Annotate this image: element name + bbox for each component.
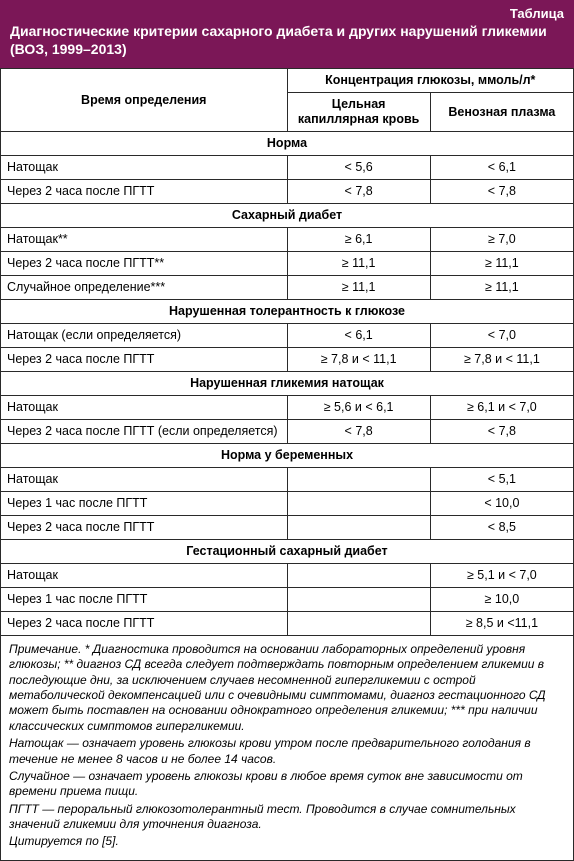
section-header-row: Гестационный сахарный диабет: [1, 540, 574, 564]
col-venous-header: Венозная плазма: [430, 93, 573, 132]
cell-time: Натощак: [1, 468, 288, 492]
cell-venous: ≥ 10,0: [430, 588, 573, 612]
cell-venous: < 7,8: [430, 180, 573, 204]
table-row: Натощак≥ 5,6 и < 6,1≥ 6,1 и < 7,0: [1, 396, 574, 420]
table-title: Диагностические критерии сахарного диабе…: [10, 23, 564, 58]
table-footnote: Примечание. * Диагностика проводится на …: [0, 636, 574, 861]
footnote-line: Натощак — означает уровень глюкозы крови…: [9, 736, 565, 767]
cell-capillary: [287, 516, 430, 540]
section-header-row: Норма: [1, 132, 574, 156]
cell-capillary: < 7,8: [287, 180, 430, 204]
cell-time: Натощак: [1, 564, 288, 588]
table-row: Через 2 часа после ПГТТ< 7,8< 7,8: [1, 180, 574, 204]
cell-capillary: [287, 492, 430, 516]
section-header-row: Сахарный диабет: [1, 204, 574, 228]
cell-venous: ≥ 7,0: [430, 228, 573, 252]
cell-capillary: ≥ 11,1: [287, 252, 430, 276]
cell-time: Через 2 часа после ПГТТ: [1, 180, 288, 204]
table-row: Через 2 часа после ПГТТ≥ 7,8 и < 11,1≥ 7…: [1, 348, 574, 372]
cell-time: Через 2 часа после ПГТТ: [1, 348, 288, 372]
section-title: Норма: [1, 132, 574, 156]
cell-venous: ≥ 11,1: [430, 252, 573, 276]
table-row: Натощак < 5,1: [1, 468, 574, 492]
cell-time: Через 1 час после ПГТТ: [1, 588, 288, 612]
cell-capillary: < 5,6: [287, 156, 430, 180]
cell-capillary: [287, 468, 430, 492]
cell-time: Натощак**: [1, 228, 288, 252]
cell-time: Натощак: [1, 156, 288, 180]
cell-time: Через 2 часа после ПГТТ**: [1, 252, 288, 276]
cell-capillary: ≥ 5,6 и < 6,1: [287, 396, 430, 420]
table-row: Через 1 час после ПГТТ ≥ 10,0: [1, 588, 574, 612]
cell-time: Через 2 часа после ПГТТ (если определяет…: [1, 420, 288, 444]
section-title: Сахарный диабет: [1, 204, 574, 228]
section-header-row: Нарушенная толерантность к глюкозе: [1, 300, 574, 324]
table-row: Через 2 часа после ПГТТ (если определяет…: [1, 420, 574, 444]
cell-capillary: ≥ 11,1: [287, 276, 430, 300]
cell-capillary: [287, 612, 430, 636]
section-title: Нарушенная гликемия натощак: [1, 372, 574, 396]
table-container: Таблица Диагностические критерии сахарно…: [0, 0, 574, 861]
section-header-row: Норма у беременных: [1, 444, 574, 468]
footnote-line: ПГТТ — пероральный глюкозотолерантный те…: [9, 802, 565, 833]
cell-capillary: [287, 588, 430, 612]
cell-venous: < 8,5: [430, 516, 573, 540]
col-time-header: Время определения: [1, 69, 288, 132]
table-row: Через 2 часа после ПГТТ**≥ 11,1≥ 11,1: [1, 252, 574, 276]
cell-time: Через 2 часа после ПГТТ: [1, 612, 288, 636]
cell-venous: ≥ 7,8 и < 11,1: [430, 348, 573, 372]
table-row: Через 2 часа после ПГТТ ≥ 8,5 и <11,1: [1, 612, 574, 636]
footnote-line: Случайное — означает уровень глюкозы кро…: [9, 769, 565, 800]
cell-capillary: < 6,1: [287, 324, 430, 348]
table-label: Таблица: [10, 6, 564, 21]
cell-venous: < 5,1: [430, 468, 573, 492]
cell-venous: < 7,8: [430, 420, 573, 444]
table-row: Случайное определение***≥ 11,1≥ 11,1: [1, 276, 574, 300]
cell-venous: < 6,1: [430, 156, 573, 180]
footnote-line: Примечание. * Диагностика проводится на …: [9, 642, 565, 734]
table-body: НормаНатощак< 5,6< 6,1Через 2 часа после…: [1, 132, 574, 636]
cell-time: Случайное определение***: [1, 276, 288, 300]
section-title: Нарушенная толерантность к глюкозе: [1, 300, 574, 324]
cell-capillary: [287, 564, 430, 588]
footnote-line: Цитируется по [5].: [9, 834, 565, 849]
table-row: Через 2 часа после ПГТТ < 8,5: [1, 516, 574, 540]
cell-venous: ≥ 5,1 и < 7,0: [430, 564, 573, 588]
section-header-row: Нарушенная гликемия натощак: [1, 372, 574, 396]
cell-time: Натощак: [1, 396, 288, 420]
diagnostic-table: Время определения Концентрация глюкозы, …: [0, 68, 574, 636]
table-row: Натощак (если определяется)< 6,1< 7,0: [1, 324, 574, 348]
table-row: Натощак**≥ 6,1≥ 7,0: [1, 228, 574, 252]
cell-venous: ≥ 11,1: [430, 276, 573, 300]
table-row: Через 1 час после ПГТТ < 10,0: [1, 492, 574, 516]
cell-venous: < 10,0: [430, 492, 573, 516]
table-head: Время определения Концентрация глюкозы, …: [1, 69, 574, 132]
cell-venous: ≥ 6,1 и < 7,0: [430, 396, 573, 420]
cell-venous: ≥ 8,5 и <11,1: [430, 612, 573, 636]
cell-time: Через 1 час после ПГТТ: [1, 492, 288, 516]
cell-venous: < 7,0: [430, 324, 573, 348]
table-row: Натощак< 5,6< 6,1: [1, 156, 574, 180]
col-conc-header: Концентрация глюкозы, ммоль/л*: [287, 69, 574, 93]
table-header: Таблица Диагностические критерии сахарно…: [0, 0, 574, 68]
cell-time: Натощак (если определяется): [1, 324, 288, 348]
cell-capillary: ≥ 7,8 и < 11,1: [287, 348, 430, 372]
section-title: Гестационный сахарный диабет: [1, 540, 574, 564]
cell-capillary: ≥ 6,1: [287, 228, 430, 252]
section-title: Норма у беременных: [1, 444, 574, 468]
cell-capillary: < 7,8: [287, 420, 430, 444]
cell-time: Через 2 часа после ПГТТ: [1, 516, 288, 540]
table-row: Натощак ≥ 5,1 и < 7,0: [1, 564, 574, 588]
col-capillary-header: Цельная капиллярная кровь: [287, 93, 430, 132]
